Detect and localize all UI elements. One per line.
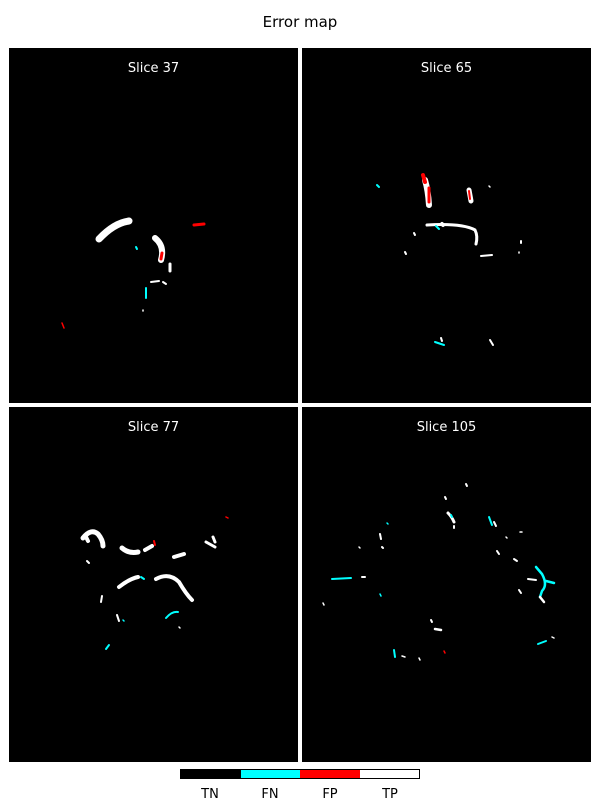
colorbar	[180, 769, 420, 779]
colorbar-tick-fp: FP	[322, 787, 338, 802]
error-map-image-4	[322, 483, 556, 661]
slice-label: Slice 37	[127, 61, 180, 76]
error-map-image-2	[376, 173, 522, 346]
slice-panel-4: Slice 105	[302, 407, 591, 762]
slice-panel-3: Slice 77	[9, 407, 298, 762]
slice-label: Slice 65	[420, 61, 473, 76]
slice-panel-1: Slice 37	[9, 48, 298, 403]
colorbar-tick-tn: TN	[201, 787, 219, 802]
error-map-image-3	[80, 516, 229, 650]
error-map-image-1	[61, 217, 206, 329]
slice-label: Slice 77	[127, 420, 180, 435]
colorbar-segment-tp	[359, 770, 419, 778]
figure-title: Error map	[262, 13, 338, 31]
colorbar-tick-labels: TN FN FP TP	[180, 787, 420, 803]
colorbar-segment-tn	[181, 770, 241, 778]
slice-label: Slice 105	[416, 420, 477, 435]
colorbar-segment-fn	[240, 770, 300, 778]
colorbar-tick-tp: TP	[382, 787, 398, 802]
colorbar-segment-fp	[300, 770, 360, 778]
slice-panel-2: Slice 65	[302, 48, 591, 403]
colorbar-tick-fn: FN	[261, 787, 279, 802]
